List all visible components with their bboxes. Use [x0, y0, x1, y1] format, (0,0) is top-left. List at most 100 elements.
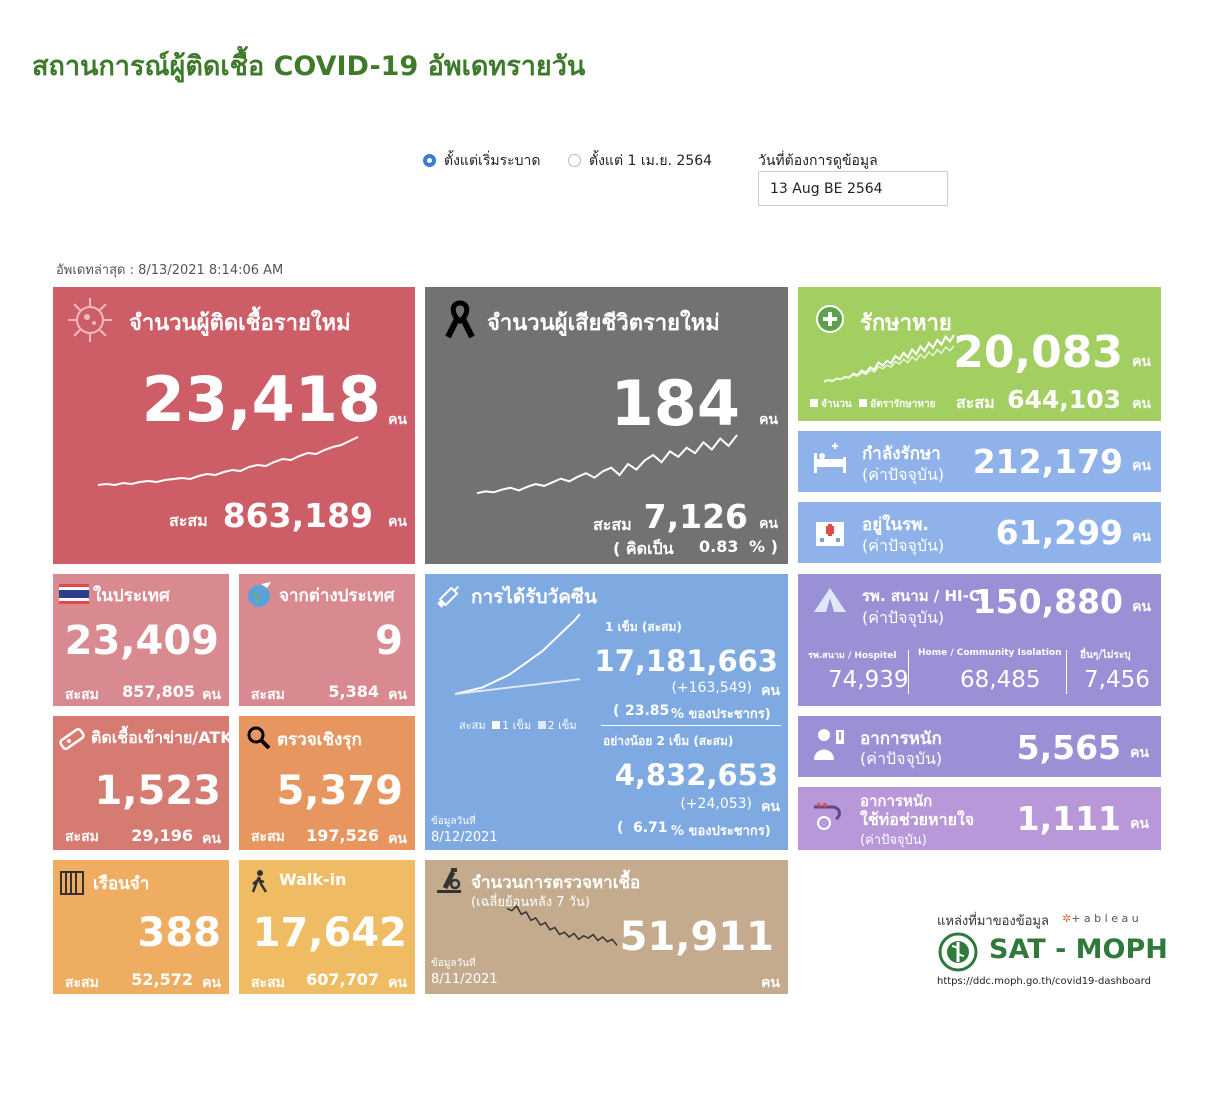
abroad-card: จากต่างประเทศ 9 สะสม 5,384 คน — [239, 574, 415, 706]
severe-card: อาการหนัก (ค่าปัจจุบัน) 5,565 คน — [798, 716, 1161, 777]
cum-label: สะสม — [65, 687, 99, 703]
atk-cumulative: 29,196 — [131, 826, 193, 845]
severe-title: อาการหนัก — [860, 729, 942, 749]
unit-label: คน — [388, 975, 407, 991]
dose1-new: (+163,549) — [671, 680, 752, 696]
deaths-cumulative: 7,126 — [643, 497, 748, 536]
vaccine-data-label: ข้อมูลวันที่ — [431, 816, 476, 827]
hospital-bed-icon — [812, 443, 848, 479]
recovered-cumulative: 644,103 — [1007, 385, 1121, 414]
tableau-star-icon: ✲ — [1062, 912, 1072, 925]
legend-label: 1 เข็ม — [502, 719, 532, 732]
unit-label: คน — [388, 831, 407, 847]
radio-checked-icon[interactable] — [423, 154, 436, 167]
recovered-trend-line — [823, 334, 955, 383]
treating-card: กำลังรักษา (ค่าปัจจุบัน) 212,179 คน — [798, 431, 1161, 492]
vaccine-legend: สะสม 1 เข็ม 2 เข็ม — [459, 716, 577, 734]
unit-label: คน — [1132, 529, 1151, 545]
treating-sub: (ค่าปัจจุบัน) — [862, 465, 945, 484]
unit-label: คน — [761, 683, 780, 699]
deaths-title: จำนวนผู้เสียชีวิตรายใหม่ — [487, 311, 720, 336]
dose2-pct: 6.71 — [633, 820, 668, 836]
vaccine-data-date: 8/12/2021 — [431, 830, 498, 845]
domestic-title: ในประเทศ — [93, 586, 170, 606]
dose1-value: 17,181,663 — [594, 644, 778, 678]
unit-label: คน — [759, 516, 778, 532]
new-cases-trend-line — [97, 436, 359, 487]
dose2-trend-line — [454, 678, 581, 695]
hospital-title: อยู่ในรพ. — [862, 515, 929, 535]
legend-label: สะสม — [459, 719, 486, 732]
deaths-trend-line — [476, 434, 738, 495]
moph-logo-icon — [938, 932, 978, 972]
walkin-value: 17,642 — [252, 910, 407, 956]
deaths-sparkline — [476, 434, 738, 495]
unit-label: คน — [1130, 816, 1149, 832]
page-title: สถานการณ์ผู้ติดเชื้อ COVID-19 อัพเดทรายว… — [32, 51, 586, 82]
deaths-card: จำนวนผู้เสียชีวิตรายใหม่ 184 คน สะสม 7,1… — [425, 287, 788, 564]
cum-label: สะสม — [956, 393, 995, 412]
new-cases-cumulative: 863,189 — [222, 496, 373, 535]
date-input[interactable] — [758, 171, 948, 206]
dose1-pct: 23.85 — [625, 703, 670, 719]
walkin-cumulative: 607,707 — [306, 970, 379, 989]
unit-label: คน — [202, 831, 221, 847]
tests-card: จำนวนการตรวจหาเชื้อ (เฉลี่ยย้อนหลัง 7 วั… — [425, 860, 788, 994]
dose2-pct-open: ( — [617, 820, 624, 836]
cum-label: สะสม — [251, 975, 285, 991]
filter-since-outbreak[interactable]: ตั้งแต่เริ่มระบาด — [423, 150, 540, 172]
dose2-new: (+24,053) — [680, 796, 752, 812]
cum-label: สะสม — [251, 829, 285, 845]
recovered-value: 20,083 — [953, 327, 1123, 378]
vaccine-title: การได้รับวัคซีน — [471, 586, 597, 608]
unit-label: คน — [1132, 396, 1151, 412]
abroad-title: จากต่างประเทศ — [279, 586, 395, 606]
field-hospital-value: 150,880 — [972, 582, 1123, 621]
source-url[interactable]: https://ddc.moph.go.th/covid19-dashboard — [937, 976, 1151, 987]
field-c2-label: Home / Community Isolation — [918, 648, 1062, 658]
field-c1-label: รพ.สนาม / Hospitel — [808, 651, 897, 661]
proactive-title: ตรวจเชิงรุก — [277, 730, 362, 750]
unit-label: คน — [388, 412, 407, 428]
prison-cumulative: 52,572 — [131, 970, 193, 989]
atk-value: 1,523 — [94, 768, 221, 814]
recovery-rate-line — [823, 345, 955, 382]
cum-label: สะสม — [169, 511, 208, 530]
proactive-cumulative: 197,526 — [306, 826, 379, 845]
abroad-cumulative: 5,384 — [328, 682, 379, 701]
legend-label: 2 เข็ม — [547, 719, 577, 732]
unit-label: คน — [761, 975, 780, 991]
ventilator-title: อาการหนัก — [860, 792, 933, 810]
prison-title: เรือนจำ — [93, 874, 150, 894]
last-updated: อัพเดทล่าสุด : 8/13/2021 8:14:06 AM — [56, 263, 284, 278]
treating-title: กำลังรักษา — [862, 444, 941, 464]
filter-option-label: ตั้งแต่เริ่มระบาด — [444, 153, 541, 169]
recovered-legend: จำนวน อัตรารักษาหาย — [810, 397, 935, 412]
tests-value: 51,911 — [619, 914, 774, 960]
legend-label: อัตรารักษาหาย — [870, 399, 936, 410]
vaccine-card: การได้รับวัคซีน สะสม 1 เข็ม 2 เข็ม 1 เข็… — [425, 574, 788, 850]
field-c3-label: อื่นๆ/ไม่ระบุ — [1080, 650, 1131, 661]
field-hospital-sub: (ค่าปัจจุบัน) — [862, 608, 945, 627]
syringe-icon — [435, 580, 465, 610]
cum-label: สะสม — [593, 515, 632, 534]
tests-data-date: 8/11/2021 — [431, 972, 498, 987]
deaths-pct-prefix: ( คิดเป็น — [613, 539, 674, 558]
unit-label: คน — [388, 687, 407, 703]
atk-title: ติดเชื้อเข้าข่าย/ATK — [91, 728, 229, 747]
dose2-label: อย่างน้อย 2 เข็ม (สะสม) — [603, 734, 734, 748]
hospital-sub: (ค่าปัจจุบัน) — [862, 536, 945, 555]
prison-card: เรือนจำ 388 สะสม 52,572 คน — [53, 860, 229, 994]
unit-label: คน — [1132, 458, 1151, 474]
new-cases-title: จำนวนผู้ติดเชื้อรายใหม่ — [129, 311, 351, 336]
walking-person-icon — [249, 870, 269, 894]
magnifier-icon — [245, 724, 271, 750]
filter-since-april[interactable]: ตั้งแต่ 1 เม.ย. 2564 — [568, 150, 712, 172]
unit-label: คน — [202, 975, 221, 991]
tent-icon — [812, 586, 848, 614]
radio-unchecked-icon[interactable] — [568, 154, 581, 167]
dose1-trend-line — [454, 613, 581, 695]
prison-bars-icon — [60, 871, 84, 895]
walkin-title: Walk-in — [279, 870, 347, 889]
legend-label: จำนวน — [821, 399, 852, 410]
